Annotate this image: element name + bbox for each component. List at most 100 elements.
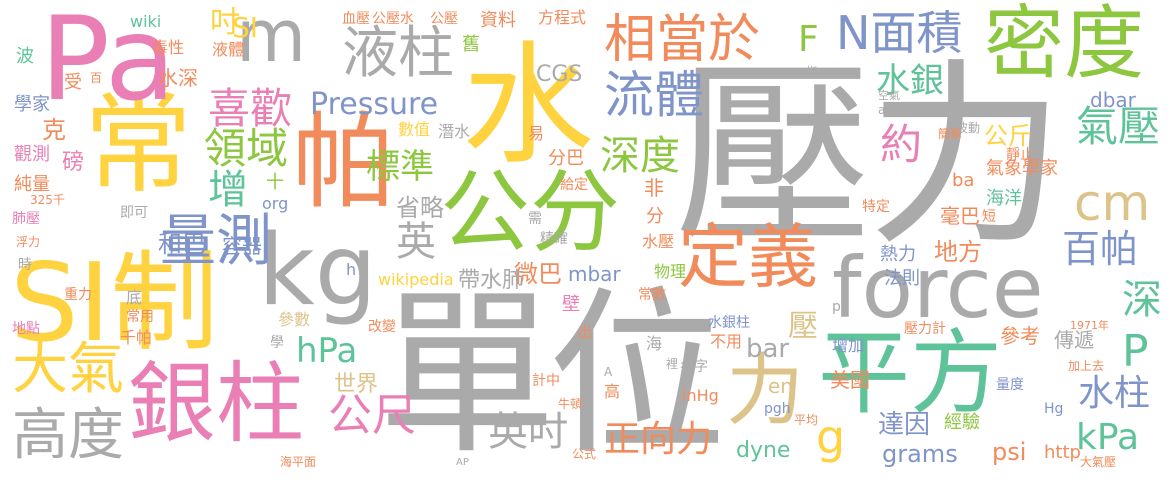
word-gravity: 重力 [64,287,92,303]
word-g: g [816,410,846,464]
word-grams: grams [882,440,958,468]
word-constant: 常數 [638,287,666,303]
word-buoyancy: 浮力 [16,235,41,249]
word-pressure-en: Pressure [310,87,439,122]
word-liquid: 液體 [212,40,245,59]
word-like: 喜歡 [208,84,293,133]
word-kilopascal: 千帕 [120,328,153,347]
word-simple: 簡單 [938,127,963,141]
word-thermal: 熱力 [880,244,916,265]
word-fluid: 流體 [604,66,704,124]
word-name: 名字 [680,359,708,375]
word-equation: 方程式 [538,8,587,27]
word-omit: 省略 [396,194,444,222]
word-hectopascal: 百帕 [1062,227,1139,271]
word-wave: 波 [16,46,34,67]
word-study: 學 [270,335,284,351]
word-square: 平方 [818,320,1003,427]
word-no-need: 不用 [710,332,743,351]
word-ocean: 海洋 [986,188,1022,209]
word-density: 密度 [984,0,1144,90]
word-a: A [604,365,613,379]
word-atm: atm [878,103,902,117]
word-parameter: 參數 [278,310,311,329]
word-change: 改變 [368,319,396,335]
word-scientist: 學家 [14,94,50,115]
word-depth: 深度 [600,133,680,179]
word-kg: kg [258,214,377,328]
word-si-system: SI制 [10,241,219,366]
word-wiki: wiki [130,12,162,31]
word-fluctuation: 波動 [956,121,981,135]
word-about: 約 [880,120,923,169]
word-p-small: p [832,299,841,315]
word-need: 需 [528,211,542,227]
word-ying: 英 [396,219,436,265]
word-average: 平均 [794,413,819,427]
word-liquid-column: 液柱 [342,21,454,86]
word-inch: 英吋 [488,409,568,455]
word-scuba: 帶水肺 [458,268,525,293]
word-lung-pressure: 肺壓 [12,211,40,227]
word-pascal: 帕 [292,101,397,223]
word-measure: 量測 [160,209,272,274]
word-law: 法則 [884,268,920,289]
word-scalar: 純量 [14,174,50,195]
word-just: 即可 [120,205,148,221]
word-inside: 裡 [666,357,679,371]
word-definition: 定義 [678,216,818,298]
word-meter: 公尺 [328,390,416,441]
word-microbar: 微巴 [514,260,562,288]
word-bar: bar [746,334,790,364]
word-place: 地方 [934,238,982,266]
word-wikipedia: wikipedia [378,270,454,289]
word-hg: Hg [1044,401,1064,417]
word-atmosphere: 大氣 [12,337,124,402]
word-physics: 物理 [654,262,687,281]
word-hebar: 和巴 [158,230,206,258]
word-meteorologist: 氣象學家 [986,158,1058,179]
word-si: SI [232,11,259,44]
word-measurement: 量度 [996,377,1024,393]
word-sea-level: 海平面 [280,455,317,469]
word-pressure: 壓力 [675,41,1065,272]
word-http: http [1044,442,1081,463]
word-specific: 特定 [862,199,890,215]
word-altitude: 高度 [12,403,124,468]
word-ba: ba [952,170,975,191]
word-equivalent: 相當於 [604,10,761,70]
word-add: 增加 [832,336,865,355]
word-n-area: N面積 [836,6,963,60]
word-water: 水 [462,29,594,183]
word-dyne-cn: 達因 [878,410,931,440]
word-mbar: mbar [568,262,621,286]
word-manometer: 壓力計 [904,321,946,337]
word-bottom: 底 [126,288,143,307]
word-world: 世界 [334,372,379,397]
word-water-column: 水柱 [1078,373,1151,414]
word-easy: 易 [528,124,545,143]
word-static: 靜止 [1006,147,1034,163]
word-unit: 單位 [378,271,726,478]
word-normal-force: 正向力 [604,419,713,460]
word-cgs: CGS [536,62,583,87]
word-time: 時 [18,257,32,273]
word-air-pressure: 氣壓 [1076,102,1161,151]
word-value: 數值 [398,120,431,139]
word-325k: 325千 [30,193,65,207]
word-ten: 十 [266,172,284,193]
word-gong-ya: 公壓 [430,11,458,27]
word-air: 空氣 [878,89,900,102]
word-cun: 吋 [210,5,240,40]
word-diving: 潛水 [438,122,471,141]
word-ap: AP [456,457,469,468]
word-observe: 觀測 [14,144,50,165]
word-cm: cm [1074,174,1151,232]
word-formula: 公式 [572,447,597,461]
word-chang: 常 [84,83,193,208]
word-dbar: dbar [1090,88,1136,112]
word-deep: 深 [1122,277,1162,323]
word-mercury-column: 水銀柱 [708,315,750,331]
word-precise: 精確 [540,231,568,247]
